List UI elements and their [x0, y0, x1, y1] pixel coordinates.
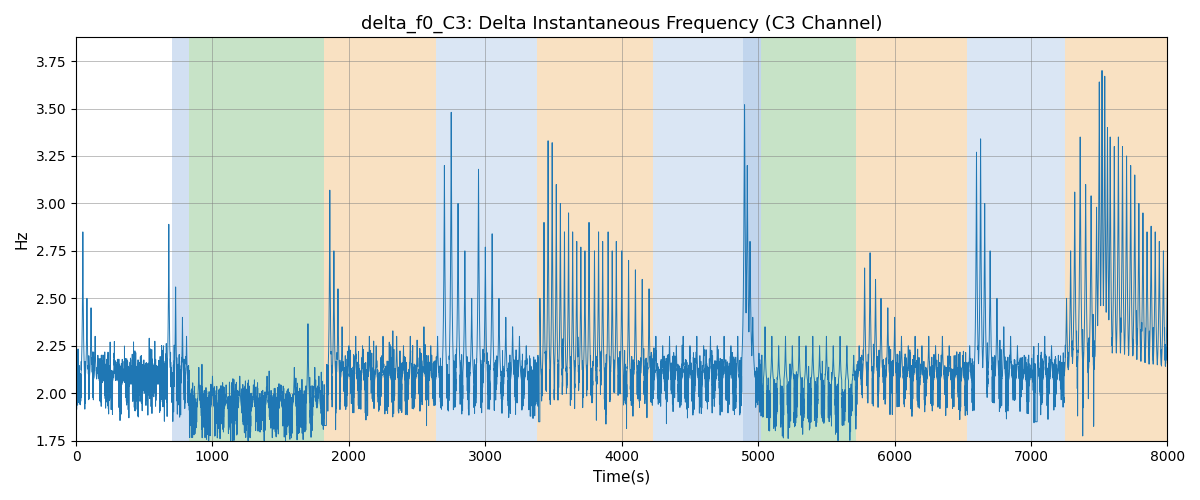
Bar [1066, 38, 1168, 440]
Bar [190, 38, 324, 440]
Title: delta_f0_C3: Delta Instantaneous Frequency (C3 Channel): delta_f0_C3: Delta Instantaneous Frequen… [361, 15, 882, 34]
Bar [538, 38, 653, 440]
Bar [857, 38, 967, 440]
Bar [324, 38, 436, 440]
Bar [436, 38, 538, 440]
Bar [967, 38, 1066, 440]
Bar [653, 38, 743, 440]
Bar [743, 38, 761, 440]
Bar [761, 38, 857, 440]
Bar [172, 38, 190, 440]
X-axis label: Time(s): Time(s) [593, 470, 650, 485]
Y-axis label: Hz: Hz [14, 230, 30, 249]
